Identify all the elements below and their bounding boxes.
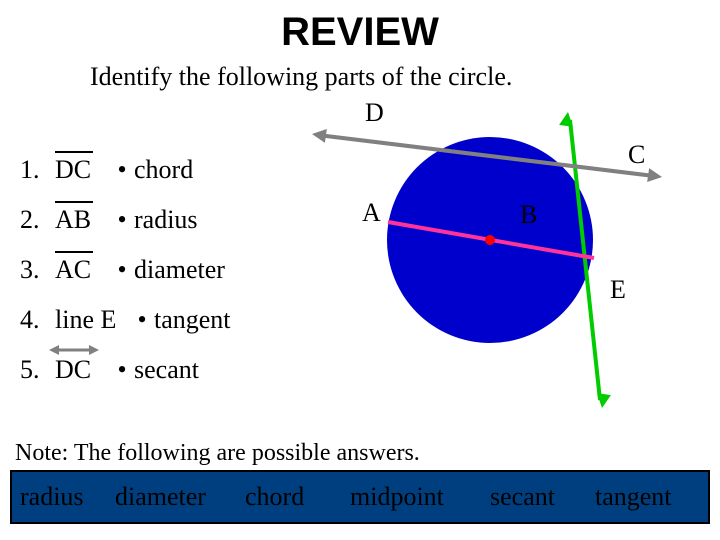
bullet-icon: • [110, 255, 134, 285]
note-text: Note: The following are possible answers… [15, 440, 420, 467]
answer-option-tangent: tangent [595, 482, 672, 512]
segment-label: line E [55, 305, 130, 335]
question-row-1: 1.DC•chord [20, 155, 193, 185]
answer-text: radius [134, 205, 198, 234]
question-number: 5. [20, 355, 55, 385]
answer-option-secant: secant [490, 482, 555, 512]
point-label-D: D [365, 98, 384, 128]
segment-bar-icon [55, 201, 93, 203]
subtitle: Identify the following parts of the circ… [90, 62, 512, 92]
answer-text: diameter [134, 255, 225, 284]
question-number: 2. [20, 205, 55, 235]
point-label-C: C [628, 140, 645, 170]
segment-label: AC [55, 255, 110, 285]
question-number: 1. [20, 155, 55, 185]
question-row-4: 4.line E•tangent [20, 305, 231, 335]
bullet-icon: • [110, 205, 134, 235]
circle-diagram: D C A B E [350, 100, 700, 430]
answer-option-chord: chord [245, 482, 304, 512]
answer-text: secant [134, 355, 199, 384]
segment-label: DC [55, 355, 110, 385]
segment-bar-icon [55, 251, 93, 253]
question-row-5: 5.DC•secant [20, 355, 199, 385]
bullet-icon: • [130, 305, 154, 335]
bullet-icon: • [110, 155, 134, 185]
answer-text: chord [134, 155, 193, 184]
line-arrows-icon [49, 343, 99, 357]
question-row-2: 2.AB•radius [20, 205, 198, 235]
answer-option-radius: radius [20, 482, 84, 512]
point-label-B: B [520, 200, 537, 230]
page-title: REVIEW [0, 10, 720, 55]
bullet-icon: • [110, 355, 134, 385]
segment-bar-icon [55, 151, 93, 153]
point-label-A: A [362, 198, 381, 228]
segment-label: DC [55, 155, 110, 185]
question-number: 4. [20, 305, 55, 335]
question-row-3: 3.AC•diameter [20, 255, 225, 285]
answer-text: tangent [154, 305, 231, 334]
point-label-E: E [610, 275, 626, 305]
question-number: 3. [20, 255, 55, 285]
answer-option-diameter: diameter [115, 482, 206, 512]
answer-option-midpoint: midpoint [350, 482, 444, 512]
segment-label: AB [55, 205, 110, 235]
